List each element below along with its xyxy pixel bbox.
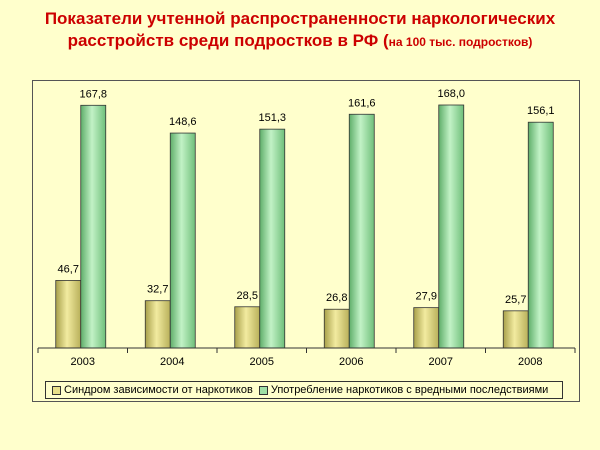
x-tick-label: 2008 (518, 356, 542, 368)
data-label-series-1: 32,7 (147, 284, 168, 296)
legend-item-series-2: Употребление наркотиков с вредными после… (258, 384, 549, 396)
x-tick-label: 2005 (250, 356, 274, 368)
bar-series-2 (348, 113, 375, 349)
legend-swatch-series-1 (52, 385, 61, 395)
data-label-series-2: 167,8 (79, 88, 107, 100)
x-tick-label: 2003 (71, 356, 95, 368)
bar-series-1 (55, 280, 82, 349)
legend-label-series-2: Употребление наркотиков с вредными после… (270, 384, 549, 396)
x-tick-label: 2006 (339, 356, 363, 368)
data-label-series-2: 168,0 (437, 88, 465, 100)
title-line-2-main: расстройств среди подростков в РФ ( (67, 31, 389, 50)
bar-series-2 (80, 104, 107, 349)
data-label-series-1: 46,7 (58, 263, 79, 275)
data-label-series-1: 27,9 (416, 291, 437, 303)
data-label-series-2: 148,6 (169, 116, 197, 128)
bar-series-2 (527, 121, 554, 349)
bar-series-2 (438, 104, 465, 349)
bar-series-1 (144, 300, 171, 349)
legend-swatch-series-2 (258, 385, 268, 395)
title-line-2: расстройств среди подростков в РФ (на 10… (0, 30, 600, 53)
title-line-1: Показатели учтенной распространенности н… (44, 9, 556, 28)
bar-series-2 (169, 132, 196, 349)
chart-legend: Синдром зависимости от наркотиков Употре… (45, 381, 563, 399)
data-label-series-1: 25,7 (505, 294, 526, 306)
bar-series-1 (413, 307, 440, 349)
legend-item-series-1: Синдром зависимости от наркотиков (52, 384, 253, 396)
x-tick-label: 2007 (429, 356, 453, 368)
bar-series-1 (323, 308, 350, 349)
bar-series-2 (259, 128, 286, 349)
data-label-series-2: 161,6 (348, 97, 376, 109)
data-label-series-2: 156,1 (527, 105, 555, 117)
data-label-series-1: 26,8 (326, 292, 347, 304)
x-tick-label: 2004 (160, 356, 184, 368)
chart-title: Показатели учтенной распространенности н… (0, 8, 600, 53)
bar-series-1 (502, 310, 529, 349)
legend-label-series-1: Синдром зависимости от наркотиков (64, 384, 253, 396)
bar-series-1 (234, 306, 261, 349)
title-line-2-unit: на 100 тыс. подростков) (388, 35, 533, 49)
data-label-series-2: 151,3 (258, 112, 286, 124)
data-label-series-1: 28,5 (237, 290, 258, 302)
